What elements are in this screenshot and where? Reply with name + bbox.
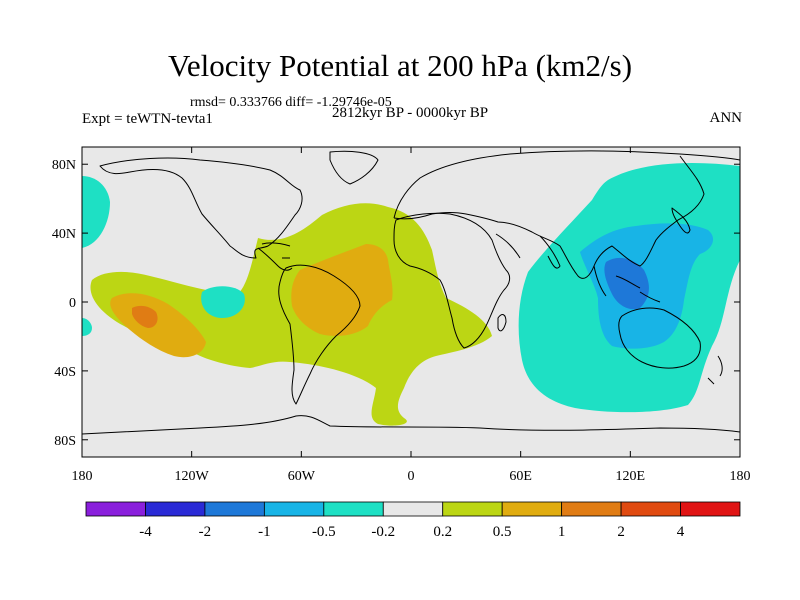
region-southpacific-positive-max [132,305,158,328]
x-tick-label: 60E [509,469,532,484]
colorbar-label: -1 [258,524,271,540]
period-label: 2812kyr BP - 0000kyr BP [331,105,489,121]
region-pacific-negative-island [201,286,245,318]
colorbar-swatch [561,501,622,517]
colorbar-label: 0.5 [493,524,512,540]
coast-madagascar [497,314,507,332]
colorbar-swatch [501,501,563,517]
map-fill-layer [82,147,740,457]
x-tick-label: 60W [288,469,316,484]
coast-australia [618,307,701,369]
region-northpacific-negative [82,176,110,248]
coast-south-america [278,264,361,405]
colorbar-swatch [680,501,741,517]
colorbar-swatch [323,501,384,517]
season-label: ANN [709,110,743,126]
experiment-label: Expt = teWTN-tevta1 [82,111,213,127]
colorbar-label: -0.2 [371,524,395,540]
colorbar-label: 0.2 [433,524,452,540]
coastlines [82,150,740,435]
colorbar-label: -0.5 [312,524,336,540]
coast-southeast-asia [593,265,661,303]
coast-caribbean [261,242,291,259]
y-tick-label: 80S [54,434,76,449]
y-tick-label: 0 [69,296,76,311]
coast-japan [671,207,691,234]
colorbar-swatch [204,501,265,517]
colorbar-label: -4 [139,524,152,540]
colorbar-label: 2 [617,524,625,540]
colorbar-swatch [263,501,325,517]
coast-europe-asia [393,150,740,279]
colorbar: -4 -2 -1 -0.5 -0.2 0.2 0.5 1 2 4 [85,501,741,540]
region-samerica-positive-core [291,244,393,336]
x-tick-label: 120E [616,469,646,484]
x-tick-label: 0 [408,469,415,484]
x-tick-label: 180 [72,469,93,484]
colorbar-swatch [382,501,444,517]
region-maritime-negative-core [604,257,649,310]
axis-ticks: 180 120W 60W 0 60E 120E 180 80N 40N 0 40S 80S [52,147,751,484]
colorbar-label: -2 [199,524,212,540]
coast-antarctica [82,415,740,435]
coast-africa [393,212,511,349]
colorbar-swatch [620,501,681,517]
colorbar-swatch [145,501,206,517]
colorbar-swatch [442,501,503,517]
colorbar-swatch [85,501,146,517]
coast-greenland [329,150,379,185]
x-tick-label: 180 [730,469,751,484]
y-tick-label: 40N [52,227,76,242]
y-tick-label: 80N [52,158,76,173]
colorbar-label: 1 [558,524,566,540]
coast-new-zealand [707,355,723,385]
coast-arabia-india [495,233,561,269]
region-southpacific-negative-edge [82,318,92,336]
x-tick-label: 120W [175,469,210,484]
y-tick-label: 40S [54,365,76,380]
coast-central-america [257,247,293,271]
stats-label: rmsd= 0.333766 diff= -1.29746e-05 [190,95,392,110]
coast-north-america [99,157,303,259]
chart-title: Velocity Potential at 200 hPa (km2/s) [167,48,633,83]
colorbar-label: 4 [677,524,685,540]
region-atlantic-positive [90,203,492,426]
